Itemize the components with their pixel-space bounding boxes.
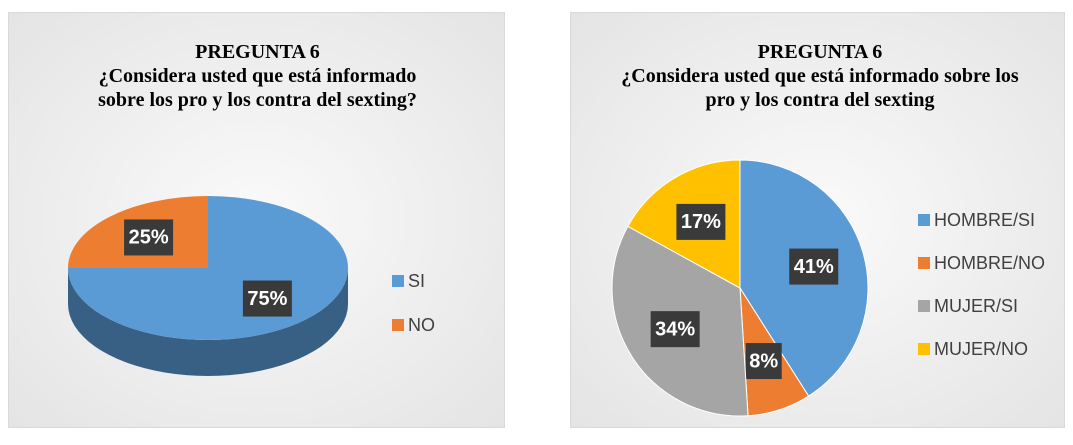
data-label-box <box>124 219 174 256</box>
legend-label: MUJER/SI <box>934 296 1018 316</box>
legend-label: HOMBRE/SI <box>934 210 1035 230</box>
data-label: 17% <box>681 211 721 233</box>
legend-label: MUJER/NO <box>934 339 1028 359</box>
data-label-box <box>676 203 726 240</box>
chart-title: PREGUNTA 6 <box>195 41 320 63</box>
legend-label: SI <box>408 271 425 291</box>
chart-title-block: PREGUNTA 6 ¿Considera usted que está inf… <box>620 40 1020 112</box>
data-label-box <box>650 311 700 348</box>
data-label-box <box>789 248 839 285</box>
legend-swatch <box>918 343 930 355</box>
data-label: 41% <box>794 256 834 278</box>
chart-title-block: PREGUNTA 6 ¿Considera usted que está inf… <box>90 40 425 112</box>
data-label-box <box>242 280 292 317</box>
chart-title: PREGUNTA 6 <box>757 41 883 63</box>
legend-label: NO <box>408 315 435 335</box>
data-label: 25% <box>129 227 169 249</box>
legend-swatch <box>918 300 930 312</box>
legend-swatch <box>392 319 404 331</box>
chart-subtitle: ¿Considera usted que está informado sobr… <box>621 65 1019 111</box>
data-label: 75% <box>247 288 287 310</box>
data-label: 8% <box>749 350 778 372</box>
legend-swatch <box>918 214 930 226</box>
legend-swatch <box>392 275 404 287</box>
legend-label: HOMBRE/NO <box>934 253 1045 273</box>
data-label-box <box>745 343 782 380</box>
pie-side <box>68 268 348 376</box>
chart-subtitle: ¿Considera usted que está informado sobr… <box>98 65 417 111</box>
data-label: 34% <box>655 318 695 340</box>
legend-swatch <box>918 257 930 269</box>
